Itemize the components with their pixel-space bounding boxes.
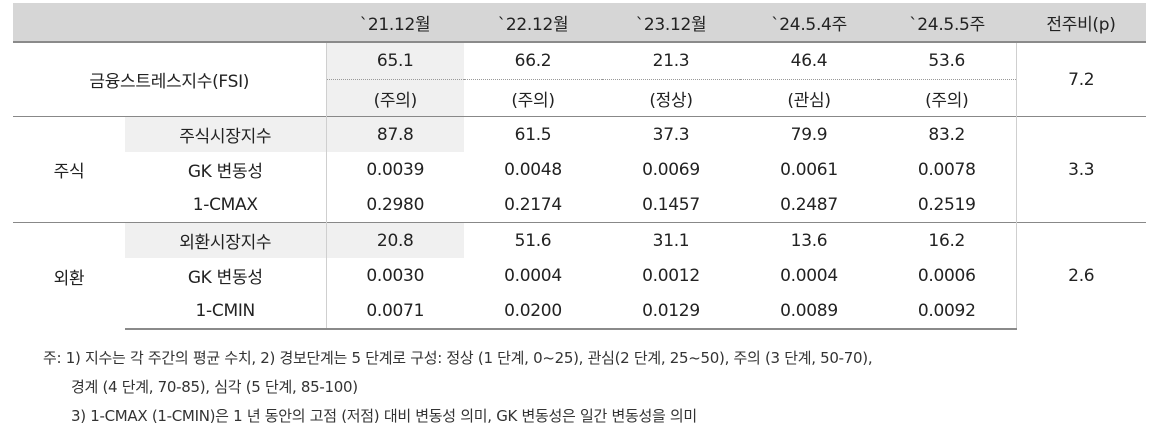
- fsi-stage: (주의): [511, 90, 555, 111]
- table-cell: 13.6: [740, 222, 878, 258]
- table-cell: 79.9: [740, 116, 878, 152]
- fsi-stage: (정상): [649, 90, 693, 111]
- note-line-3: 3) 1-CMAX (1-CMIN)은 1 년 동안의 고점 (저점) 대비 변…: [71, 407, 697, 425]
- table-cell: 0.0071: [326, 293, 464, 330]
- table-row: 1-CMAX 0.2980 0.2174 0.1457 0.2487 0.251…: [13, 187, 1146, 223]
- fsi-stage: (주의): [326, 79, 464, 117]
- table-cell: 20.8: [326, 222, 464, 258]
- fsi-value: 65.1: [326, 42, 464, 80]
- table-cell: 0.2519: [917, 194, 976, 215]
- table-cell: 0.0012: [642, 265, 700, 286]
- fsi-table: `21.12월 `22.12월 `23.12월 `24.5.4주 `24.5.5…: [13, 3, 1146, 330]
- stock-change: 3.3: [1015, 116, 1146, 223]
- table-cell: 31.1: [602, 222, 740, 258]
- fsi-stage: (주의): [925, 90, 969, 111]
- table-cell: 16.2: [878, 222, 1016, 258]
- table-cell: 37.3: [602, 116, 740, 152]
- fx-group-label: 외환: [13, 222, 125, 329]
- table-cell: 0.0061: [780, 159, 838, 180]
- table-cell: 0.0200: [464, 293, 602, 330]
- fsi-value: 53.6: [878, 42, 1016, 80]
- fsi-value-row: 금융스트레스지수(FSI) 65.1 66.2 21.3 46.4 53.6 7…: [13, 42, 1146, 117]
- table-row: GK 변동성 0.0039 0.0048 0.0069 0.0061 0.007…: [13, 152, 1146, 187]
- note-line-2: 경계 (4 단계, 70-85), 심각 (5 단계, 85-100): [71, 378, 358, 396]
- table-cell: 51.6: [464, 222, 602, 258]
- fx-change: 2.6: [1015, 222, 1146, 329]
- header-col-3: `23.12월: [602, 3, 740, 43]
- table-notes: 주: 1) 지수는 각 주간의 평균 수치, 2) 경보단계는 5 단계로 구성…: [43, 344, 873, 431]
- table-row: 1-CMIN 0.0071 0.0200 0.0129 0.0089 0.009…: [13, 293, 1146, 330]
- fsi-value: 66.2: [464, 42, 602, 80]
- table-cell: 0.0030: [366, 265, 425, 286]
- table-cell: 87.8: [326, 116, 464, 152]
- table-cell: 0.2174: [504, 194, 562, 215]
- table-cell: 0.2487: [780, 194, 838, 215]
- table-cell: 0.1457: [642, 194, 700, 215]
- fsi-stage-row: (주의) (주의) (정상) (관심) (주의): [13, 79, 1146, 117]
- fx-row-label: 외환시장지수: [125, 222, 327, 258]
- table-cell: 0.0129: [602, 293, 740, 330]
- fsi-change: 7.2: [1015, 42, 1146, 117]
- table-cell: 83.2: [878, 116, 1016, 152]
- table-cell: 61.5: [464, 116, 602, 152]
- fsi-table-container: `21.12월 `22.12월 `23.12월 `24.5.4주 `24.5.5…: [13, 3, 1146, 330]
- header-col-5: `24.5.5주: [878, 3, 1016, 43]
- table-cell: 0.0048: [504, 159, 562, 180]
- header-blank: [13, 3, 326, 43]
- fx-row-label: 1-CMIN: [125, 293, 327, 330]
- stock-row-label: GK 변동성: [125, 152, 327, 187]
- table-row: 외환 외환시장지수 20.8 51.6 31.1 13.6 16.2 2.6: [13, 222, 1146, 329]
- header-row: `21.12월 `22.12월 `23.12월 `24.5.4주 `24.5.5…: [13, 3, 1146, 43]
- stock-row-label: 1-CMAX: [125, 187, 327, 223]
- header-col-1: `21.12월: [326, 3, 464, 43]
- fsi-stage: (관심): [787, 90, 831, 111]
- fsi-value: 46.4: [740, 42, 878, 80]
- table-cell: 0.0092: [878, 293, 1016, 330]
- table-cell: 0.2980: [366, 194, 425, 215]
- table-cell: 0.0004: [780, 265, 838, 286]
- table-cell: 0.0006: [917, 265, 976, 286]
- table-cell: 0.0089: [740, 293, 878, 330]
- header-col-change: 전주비(p): [1016, 3, 1146, 43]
- header-col-4: `24.5.4주: [740, 3, 878, 43]
- fsi-label: 금융스트레스지수(FSI): [13, 42, 327, 117]
- table-row: GK 변동성 0.0030 0.0004 0.0012 0.0004 0.000…: [13, 258, 1146, 293]
- table-cell: 0.0039: [366, 159, 425, 180]
- note-line-1: 주: 1) 지수는 각 주간의 평균 수치, 2) 경보단계는 5 단계로 구성…: [43, 349, 873, 367]
- table-cell: 0.0069: [642, 159, 700, 180]
- stock-group-label: 주식: [13, 116, 125, 223]
- fsi-value: 21.3: [602, 42, 740, 80]
- stock-row-label: 주식시장지수: [125, 116, 327, 152]
- header-col-2: `22.12월: [464, 3, 602, 43]
- table-row: 주식 주식시장지수 87.8 61.5 37.3 79.9 83.2 3.3: [13, 116, 1146, 223]
- table-cell: 0.0004: [504, 265, 562, 286]
- fx-row-label: GK 변동성: [125, 258, 327, 293]
- table-cell: 0.0078: [917, 159, 976, 180]
